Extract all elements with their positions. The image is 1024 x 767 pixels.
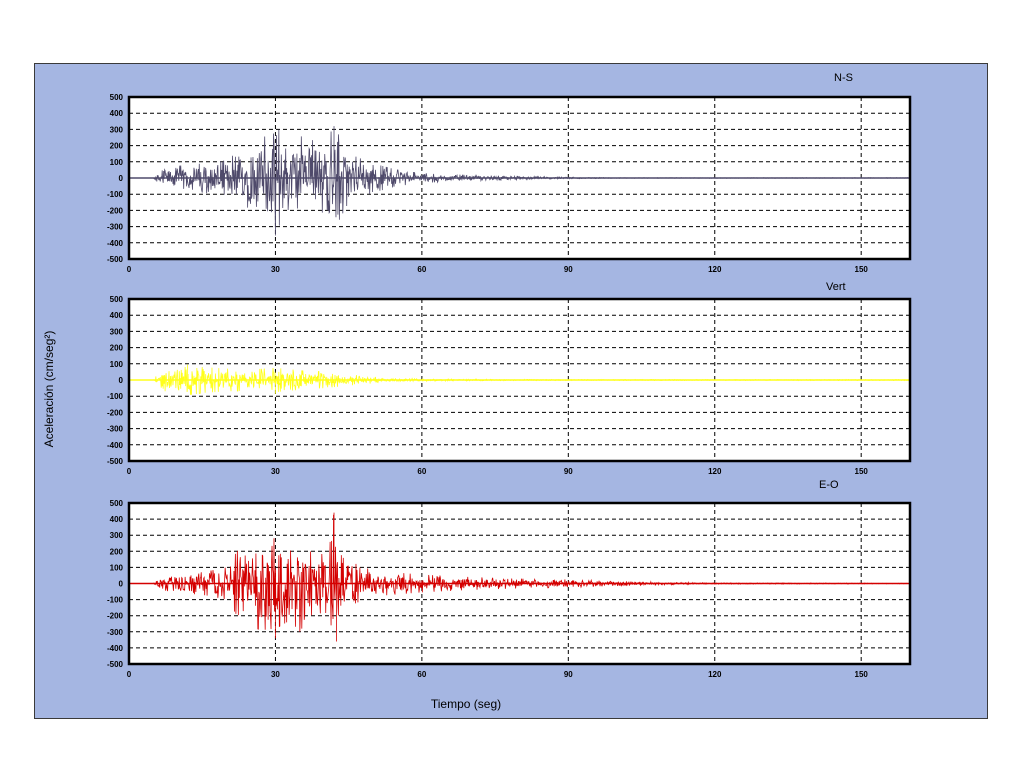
chart-3-y-tick-label: 100 <box>110 563 124 572</box>
chart-3-y-tick-label: -100 <box>107 596 124 605</box>
chart-3-y-tick-label: 400 <box>110 515 124 524</box>
chart-1-y-tick-label: 300 <box>110 125 124 134</box>
chart-2-plot-frame <box>127 297 912 463</box>
chart-1-x-tick-label: 90 <box>564 265 573 274</box>
chart-1-x-tick-label: 150 <box>855 265 869 274</box>
chart-1-y-tick-label: -400 <box>107 239 124 248</box>
chart-2-x-tick-label: 150 <box>855 467 869 476</box>
chart-2-y-tick-label: -400 <box>107 441 124 450</box>
chart-2-x-tick-label: 30 <box>271 467 280 476</box>
chart-2-y-tick-label: -500 <box>107 457 124 466</box>
chart-3-y-tick-label: -300 <box>107 628 124 637</box>
y-axis-label: Aceleración (cm/seg²) <box>42 331 56 448</box>
chart-3-plot-frame <box>127 501 912 666</box>
chart-1-y-tick-label: -200 <box>107 206 124 215</box>
x-axis-label: Tiempo (seg) <box>431 697 501 711</box>
chart-1-y-tick-label: 100 <box>110 158 124 167</box>
chart-2-y-tick-label: 400 <box>110 311 124 320</box>
chart-3-series-trace <box>129 512 911 642</box>
chart-3-x-tick-label: 90 <box>564 670 573 679</box>
chart-3-x-tick-label: 120 <box>708 670 722 679</box>
chart-2-y-tick-label: 0 <box>119 376 124 385</box>
chart-3-x-tick-label: 30 <box>271 670 280 679</box>
chart-2-y-tick-label: -100 <box>107 392 124 401</box>
chart-1-y-tick-label: 0 <box>119 174 124 183</box>
chart-2-y-tick-label: 300 <box>110 327 124 336</box>
chart-2-x-tick-label: 90 <box>564 467 573 476</box>
chart-1-x-tick-label: 60 <box>417 265 426 274</box>
chart-1-plot-frame <box>127 95 912 261</box>
chart-1-x-tick-label: 120 <box>708 265 722 274</box>
chart-3-y-tick-label: -500 <box>107 660 124 669</box>
chart-3-x-tick-label: 60 <box>417 670 426 679</box>
chart-1-y-tick-label: -500 <box>107 255 124 264</box>
chart-1-x-tick-label: 30 <box>271 265 280 274</box>
chart-3-y-tick-label: 500 <box>110 499 124 508</box>
chart-3-x-tick-label: 150 <box>855 670 869 679</box>
chart-2-x-tick-label: 60 <box>417 467 426 476</box>
chart-1-title: N-S <box>834 72 853 84</box>
chart-3-y-tick-label: -400 <box>107 644 124 653</box>
chart-1-y-tick-label: 500 <box>110 93 124 102</box>
chart-2-y-tick-label: 500 <box>110 295 124 304</box>
chart-3-y-tick-label: 200 <box>110 547 124 556</box>
chart-1-y-tick-label: -100 <box>107 190 124 199</box>
chart-2-x-tick-label: 120 <box>708 467 722 476</box>
chart-3-y-tick-label: -200 <box>107 612 124 621</box>
chart-3-x-tick-label: 0 <box>127 670 132 679</box>
chart-1-y-tick-label: -300 <box>107 223 124 232</box>
chart-2-y-tick-label: -200 <box>107 408 124 417</box>
chart-2-x-tick-label: 0 <box>127 467 132 476</box>
chart-1-y-tick-label: 200 <box>110 142 124 151</box>
chart-3-y-tick-label: 300 <box>110 531 124 540</box>
chart-1-y-tick-label: 400 <box>110 109 124 118</box>
seismogram-figure: Aceleración (cm/seg²) Tiempo (seg) 500 40… <box>42 72 912 711</box>
chart-2-y-tick-label: -300 <box>107 425 124 434</box>
chart-2-title: Vert <box>826 281 846 293</box>
chart-3-title: E-O <box>819 479 839 491</box>
chart-3-y-tick-label: 0 <box>119 580 124 589</box>
chart-1-x-tick-label: 0 <box>127 265 132 274</box>
chart-2-y-tick-label: 100 <box>110 360 124 369</box>
chart-2-y-tick-label: 200 <box>110 344 124 353</box>
